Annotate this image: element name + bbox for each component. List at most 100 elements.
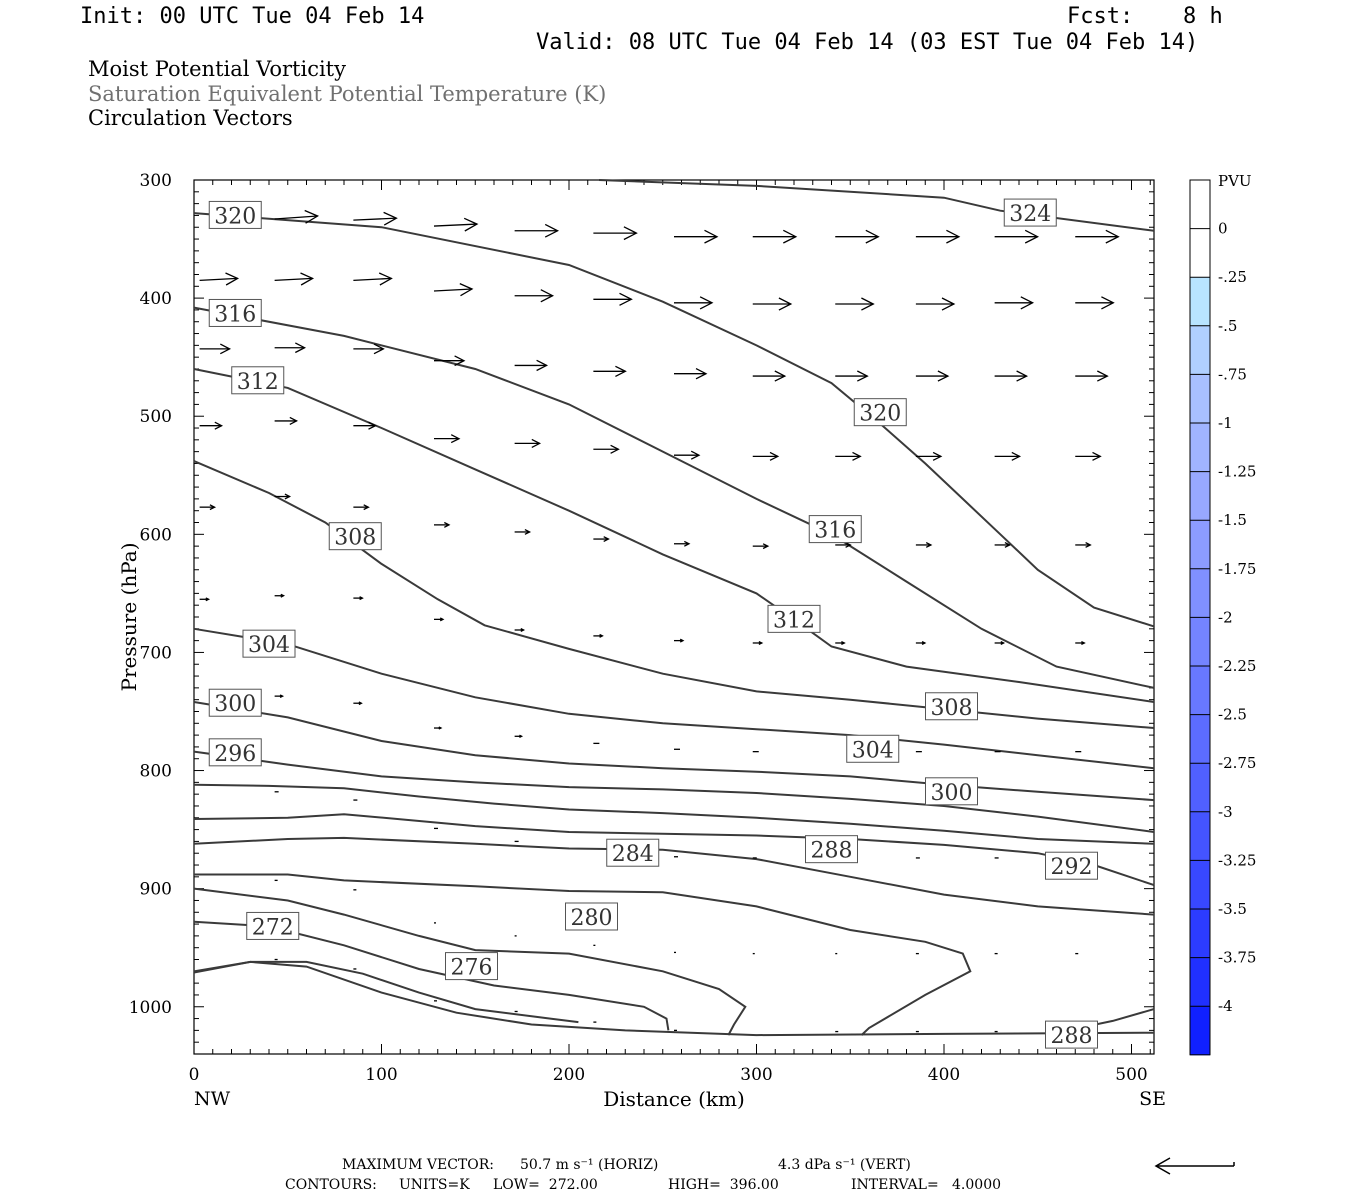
contour-label-box: [805, 835, 858, 864]
colorbar-swatch: [1190, 617, 1210, 667]
axis-ticks: [193, 179, 1154, 1054]
colorbar-tick-label: 0: [1218, 220, 1228, 238]
circulation-vector: [994, 370, 1029, 382]
vector-head: [615, 365, 627, 377]
reference-vector: [1154, 1157, 1235, 1175]
contour-line: [193, 887, 747, 1036]
circulation-vector: [514, 734, 524, 738]
contour-label-box: [208, 298, 262, 327]
y-tick-label: 900: [140, 880, 172, 900]
colorbar-tick-label: -1.5: [1218, 511, 1247, 529]
x-endpoint-right: SE: [1139, 1088, 1166, 1110]
plot-frame: [193, 179, 1155, 1055]
contour-label-text: 304: [248, 633, 290, 658]
colorbar-tick-label: -3.25: [1218, 851, 1256, 869]
contour-label: 304: [242, 629, 296, 658]
circulation-vector: [835, 297, 875, 311]
y-tick-label: 300: [140, 171, 172, 191]
circulation-vector: [752, 297, 793, 311]
vector-shaft: [433, 288, 473, 292]
max-vector-vert: 4.3 dPa s⁻¹ (VERT): [778, 1157, 911, 1173]
vector-head: [536, 359, 549, 372]
circulation-vector: [1075, 451, 1102, 461]
circulation-vector: [593, 226, 638, 241]
colorbar-swatch: [1190, 228, 1210, 278]
vector-head: [280, 593, 286, 598]
vector-head: [1011, 451, 1022, 461]
circulation-vector: [274, 416, 299, 425]
vector-head: [378, 272, 393, 286]
colorbar-swatch: [1190, 325, 1210, 375]
circulation-vector: [915, 451, 943, 461]
contour-line: [193, 783, 1155, 845]
contour-label-box: [208, 688, 262, 717]
y-tick-label: 400: [140, 289, 172, 309]
contour-label-text: 300: [214, 692, 256, 717]
contour-line: [193, 460, 1155, 729]
colorbar-tick-label: -2.75: [1218, 754, 1256, 772]
circulation-vector: [199, 597, 211, 602]
contour-label-box: [925, 777, 978, 806]
contour-line: [193, 813, 1155, 887]
y-tick-label: 800: [140, 762, 172, 782]
vector-head: [941, 297, 956, 311]
vector-head: [1101, 296, 1115, 310]
colorbar-swatch: [1190, 374, 1210, 424]
colorbar-swatch: [1190, 277, 1210, 327]
circulation-vector: [199, 421, 224, 430]
circulation-vector: [752, 641, 764, 645]
contour-label: 320: [853, 398, 907, 427]
vector-head: [921, 641, 927, 645]
vector-head: [439, 617, 445, 622]
vector-head: [295, 342, 307, 354]
vector-head: [368, 421, 377, 430]
colorbar-tick-label: -1.75: [1218, 560, 1256, 578]
circulation-vector: [434, 434, 461, 444]
vector-head: [619, 292, 633, 306]
vector-head: [519, 734, 524, 738]
contour-label: 300: [925, 777, 978, 806]
contour-label: 284: [606, 838, 660, 867]
init-time: Init: 00 UTC Tue 04 Feb 14: [80, 4, 425, 29]
circulation-vector: [353, 701, 363, 706]
vector-head: [205, 597, 211, 602]
vector-head: [359, 596, 364, 601]
circulation-vector: [514, 289, 555, 303]
vector-head: [520, 628, 526, 632]
contour-label: 296: [208, 738, 262, 767]
vector-shaft: [274, 215, 318, 220]
title-theta-es: Saturation Equivalent Potential Temperat…: [88, 82, 607, 106]
vector-head: [1024, 229, 1040, 244]
circulation-vector: [353, 211, 398, 226]
colorbar-swatch: [1190, 471, 1210, 521]
colorbar-swatch: [1190, 909, 1210, 959]
vector-head: [284, 493, 292, 500]
contour-label: 312: [767, 604, 821, 633]
circulation-vector: [353, 272, 393, 286]
x-tick-label: 200: [553, 1065, 585, 1085]
circulation-vector: [433, 217, 479, 232]
contour-line: [193, 960, 1155, 1037]
vector-head: [841, 641, 846, 645]
x-tick-label: 500: [1115, 1065, 1147, 1085]
circulation-vector: [1075, 542, 1092, 548]
vector-head: [1000, 641, 1006, 645]
y-tick-label: 600: [140, 525, 172, 545]
circulation-vector: [433, 283, 474, 297]
vector-head: [220, 343, 232, 355]
contour-label-box: [606, 838, 660, 867]
colorbar-unit: PVU: [1218, 172, 1252, 190]
x-tick-label: 300: [740, 1065, 772, 1085]
circulation-vector: [915, 229, 961, 244]
circulation-vector: [353, 504, 370, 511]
contour-label-text: 288: [811, 839, 853, 864]
contour-label-text: 292: [1051, 855, 1093, 880]
contour-label-text: 312: [773, 608, 815, 633]
contour-label-box: [246, 911, 300, 940]
vector-head: [778, 297, 793, 311]
vector-shaft: [433, 223, 478, 227]
colorbar-swatch: [1190, 714, 1210, 764]
vector-head: [1020, 296, 1035, 310]
circulation-vector: [353, 596, 364, 601]
contour-label: 280: [565, 902, 618, 931]
